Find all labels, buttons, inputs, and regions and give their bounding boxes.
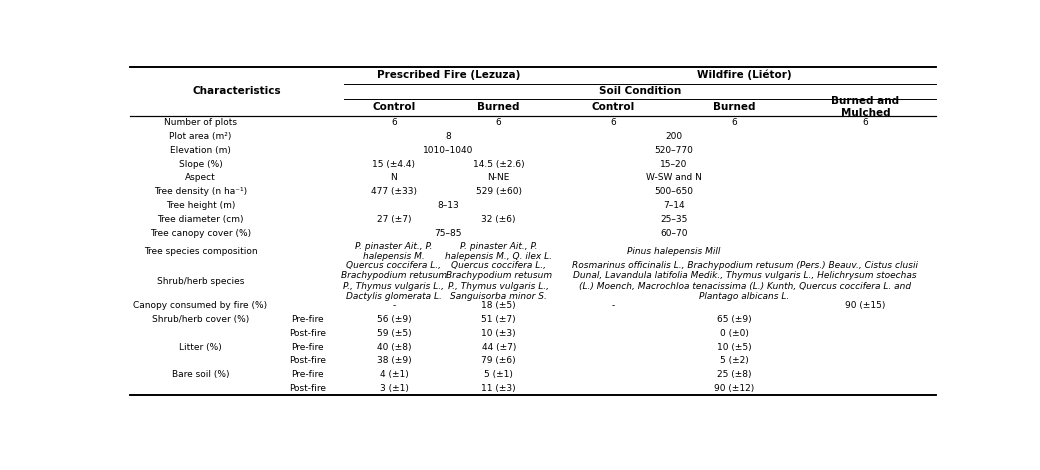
Text: Tree diameter (cm): Tree diameter (cm) <box>157 215 243 224</box>
Text: W-SW and N: W-SW and N <box>646 173 702 182</box>
Text: 14.5 (±2.6): 14.5 (±2.6) <box>473 160 524 169</box>
Text: 90 (±15): 90 (±15) <box>846 301 886 310</box>
Text: 27 (±7): 27 (±7) <box>376 215 411 224</box>
Text: P. pinaster Ait., P.
halepensis M.: P. pinaster Ait., P. halepensis M. <box>356 242 433 261</box>
Text: 59 (±5): 59 (±5) <box>376 329 411 338</box>
Text: Aspect: Aspect <box>185 173 216 182</box>
Text: 200: 200 <box>666 132 682 141</box>
Text: 44 (±7): 44 (±7) <box>482 343 516 352</box>
Text: Bare soil (%): Bare soil (%) <box>172 370 229 379</box>
Text: Tree density (n ha⁻¹): Tree density (n ha⁻¹) <box>154 187 248 196</box>
Text: Burned: Burned <box>713 102 756 112</box>
Text: 38 (±9): 38 (±9) <box>376 356 411 365</box>
Text: P. pinaster Ait., P.
halepensis M., Q. ilex L.: P. pinaster Ait., P. halepensis M., Q. i… <box>445 242 552 261</box>
Text: Tree height (m): Tree height (m) <box>165 201 235 210</box>
Text: Rosmarinus officinalis L., Brachypodium retusum (Pers.) Beauv., Cistus clusii
Du: Rosmarinus officinalis L., Brachypodium … <box>572 261 917 301</box>
Text: 65 (±9): 65 (±9) <box>718 315 752 324</box>
Text: Wildfire (Liétor): Wildfire (Liétor) <box>697 70 791 80</box>
Text: 10 (±3): 10 (±3) <box>482 329 516 338</box>
Text: 529 (±60): 529 (±60) <box>475 187 522 196</box>
Text: 6: 6 <box>731 118 737 127</box>
Text: Number of plots: Number of plots <box>164 118 237 127</box>
Text: Control: Control <box>592 102 635 112</box>
Text: Tree canopy cover (%): Tree canopy cover (%) <box>150 228 251 237</box>
Text: 51 (±7): 51 (±7) <box>482 315 516 324</box>
Text: 477 (±33): 477 (±33) <box>371 187 417 196</box>
Text: 75–85: 75–85 <box>435 228 462 237</box>
Text: 500–650: 500–650 <box>654 187 694 196</box>
Text: Post-fire: Post-fire <box>289 329 326 338</box>
Text: 10 (±5): 10 (±5) <box>718 343 752 352</box>
Text: 7–14: 7–14 <box>664 201 685 210</box>
Text: Characteristics: Characteristics <box>192 86 281 96</box>
Text: 6: 6 <box>391 118 397 127</box>
Text: 3 (±1): 3 (±1) <box>380 384 409 393</box>
Text: 520–770: 520–770 <box>654 146 694 155</box>
Text: 8–13: 8–13 <box>438 201 460 210</box>
Text: 56 (±9): 56 (±9) <box>376 315 411 324</box>
Text: Slope (%): Slope (%) <box>179 160 223 169</box>
Text: -: - <box>392 301 395 310</box>
Text: Elevation (m): Elevation (m) <box>171 146 231 155</box>
Text: Quercus coccifera L.,
Brachypodium retusum
P., Thymus vulgaris L.,
Sanguisorba m: Quercus coccifera L., Brachypodium retus… <box>446 261 552 301</box>
Text: 6: 6 <box>496 118 501 127</box>
Text: Tree species composition: Tree species composition <box>144 247 257 256</box>
Text: Canopy consumed by fire (%): Canopy consumed by fire (%) <box>133 301 267 310</box>
Text: 6: 6 <box>610 118 617 127</box>
Text: 15–20: 15–20 <box>660 160 687 169</box>
Text: 25–35: 25–35 <box>660 215 687 224</box>
Text: N-NE: N-NE <box>488 173 510 182</box>
Text: Soil Condition: Soil Condition <box>599 86 681 96</box>
Text: -: - <box>612 301 616 310</box>
Text: 25 (±8): 25 (±8) <box>718 370 752 379</box>
Text: Litter (%): Litter (%) <box>179 343 222 352</box>
Text: 40 (±8): 40 (±8) <box>376 343 411 352</box>
Text: Prescribed Fire (Lezuza): Prescribed Fire (Lezuza) <box>376 70 520 80</box>
Text: Shrub/herb cover (%): Shrub/herb cover (%) <box>152 315 250 324</box>
Text: 5 (±2): 5 (±2) <box>720 356 749 365</box>
Text: 6: 6 <box>862 118 868 127</box>
Text: 0 (±0): 0 (±0) <box>720 329 749 338</box>
Text: Burned and
Mulched: Burned and Mulched <box>831 96 900 118</box>
Text: Pre-fire: Pre-fire <box>291 315 323 324</box>
Text: N: N <box>391 173 397 182</box>
Text: 5 (±1): 5 (±1) <box>485 370 513 379</box>
Text: Pre-fire: Pre-fire <box>291 370 323 379</box>
Text: Burned: Burned <box>477 102 520 112</box>
Text: 4 (±1): 4 (±1) <box>380 370 409 379</box>
Text: Shrub/herb species: Shrub/herb species <box>157 277 244 286</box>
Text: 8: 8 <box>445 132 451 141</box>
Text: Post-fire: Post-fire <box>289 356 326 365</box>
Text: 11 (±3): 11 (±3) <box>482 384 516 393</box>
Text: Plot area (m²): Plot area (m²) <box>170 132 232 141</box>
Text: 15 (±4.4): 15 (±4.4) <box>372 160 415 169</box>
Text: Post-fire: Post-fire <box>289 384 326 393</box>
Text: Quercus coccifera L.,
Brachypodium retusum
P., Thymus vulgaris L.,
Dactylis glom: Quercus coccifera L., Brachypodium retus… <box>341 261 447 301</box>
Text: Pre-fire: Pre-fire <box>291 343 323 352</box>
Text: 79 (±6): 79 (±6) <box>482 356 516 365</box>
Text: 32 (±6): 32 (±6) <box>482 215 516 224</box>
Text: Control: Control <box>372 102 416 112</box>
Text: 1010–1040: 1010–1040 <box>423 146 473 155</box>
Text: 60–70: 60–70 <box>660 228 687 237</box>
Text: 90 (±12): 90 (±12) <box>714 384 755 393</box>
Text: Pinus halepensis Mill: Pinus halepensis Mill <box>627 247 721 256</box>
Text: 18 (±5): 18 (±5) <box>482 301 516 310</box>
